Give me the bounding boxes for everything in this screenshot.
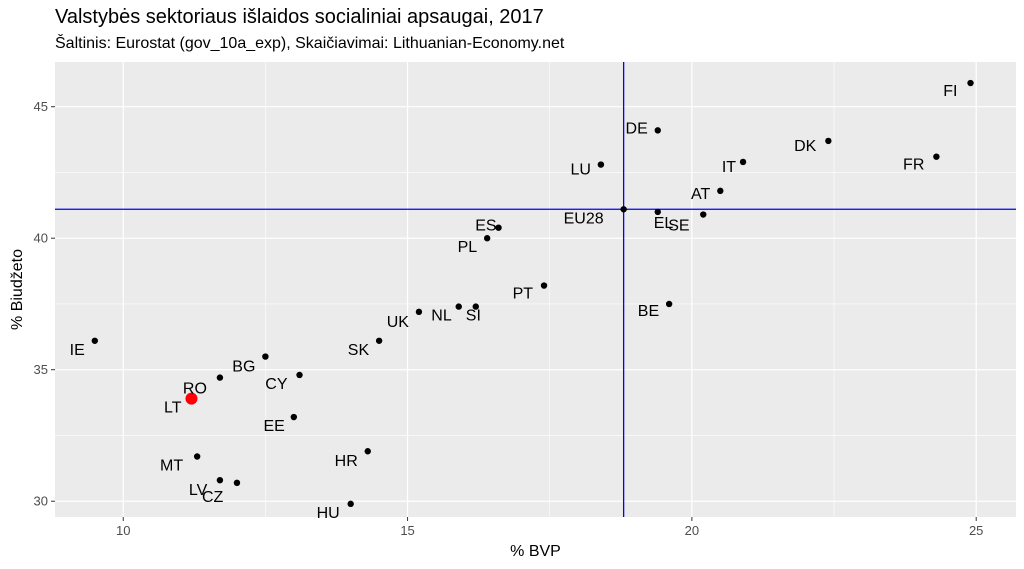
data-point-es [495,224,502,231]
point-label-it: IT [722,159,736,176]
point-label-se: SE [668,218,689,235]
data-point-uk [415,308,423,316]
point-label-lu: LU [570,162,590,179]
point-label-cy: CY [265,376,288,393]
point-label-hr: HR [335,453,358,470]
point-label-cz: CZ [202,489,224,506]
grid-major [55,62,1016,517]
data-point-lu [597,161,605,168]
y-tick-label: 30 [34,494,48,509]
point-label-si: SI [466,308,481,325]
data-point-se [700,211,707,218]
grid-minor [55,62,1016,517]
point-label-uk: UK [387,314,410,331]
data-point-lt [185,392,198,405]
point-label-es: ES [475,218,496,235]
point-label-ro: RO [183,381,207,398]
data-point-el [654,208,661,216]
data-point-pl [483,235,491,242]
point-label-fr: FR [903,157,924,174]
data-point-dk [825,137,832,145]
data-point-cy [296,371,303,379]
point-label-de: DE [626,120,648,137]
data-point-ro [216,374,224,381]
y-tick-label: 35 [34,362,48,377]
data-point-eu28 [620,206,627,213]
y-tick-label: 40 [34,231,48,246]
data-point-be [665,300,673,308]
x-axis-ticks: 10 15 20 25 [116,517,983,538]
data-point-ie [91,337,99,344]
data-point-pt [540,282,548,289]
point-label-fi: FI [943,83,957,100]
x-tick-label: 10 [116,523,130,538]
data-points [91,79,974,508]
point-label-hu: HU [317,505,340,522]
point-label-sk: SK [348,342,370,359]
data-point-lv [216,476,224,484]
x-axis-title: % BVP [510,543,561,560]
point-label-be: BE [638,303,659,320]
point-label-lt: LT [164,400,182,417]
point-label-pt: PT [513,286,534,303]
x-tick-label: 25 [969,523,983,538]
data-point-fi [967,79,974,87]
point-label-mt: MT [160,458,183,475]
point-label-lv: LV [189,482,208,499]
y-axis-title: % Biudžeto [9,249,26,330]
point-label-dk: DK [794,138,817,155]
point-label-el: EL [654,215,674,232]
point-label-nl: NL [431,308,452,325]
chart-title: Valstybės sektoriaus išlaidos socialinia… [55,6,544,28]
data-point-bg [262,353,269,360]
data-point-fr [933,153,940,160]
data-point-mt [193,453,201,460]
data-point-nl [455,303,462,310]
x-tick-label: 15 [400,523,414,538]
data-point-si [472,303,479,310]
data-point-sk [375,337,383,344]
data-point-it [739,158,747,166]
y-tick-label: 45 [34,99,48,114]
chart-subtitle: Šaltinis: Eurostat (gov_10a_exp), Skaiči… [55,35,565,52]
x-tick-label: 20 [685,523,699,538]
data-point-hr [364,448,371,455]
data-point-at [717,187,724,195]
data-point-hu [347,500,354,508]
point-label-pl: PL [458,239,478,256]
point-label-ee: EE [263,418,284,435]
data-point-cz [233,479,241,487]
point-label-eu28: EU28 [564,210,604,227]
point-label-bg: BG [232,359,255,376]
reference-lines [55,62,1016,517]
y-axis-ticks: 30 35 40 45 [34,99,55,509]
data-point-ee [290,413,298,421]
data-point-de [654,127,661,134]
plot-panel [55,62,1016,517]
point-label-at: AT [691,186,710,203]
point-label-ie: IE [70,342,85,359]
